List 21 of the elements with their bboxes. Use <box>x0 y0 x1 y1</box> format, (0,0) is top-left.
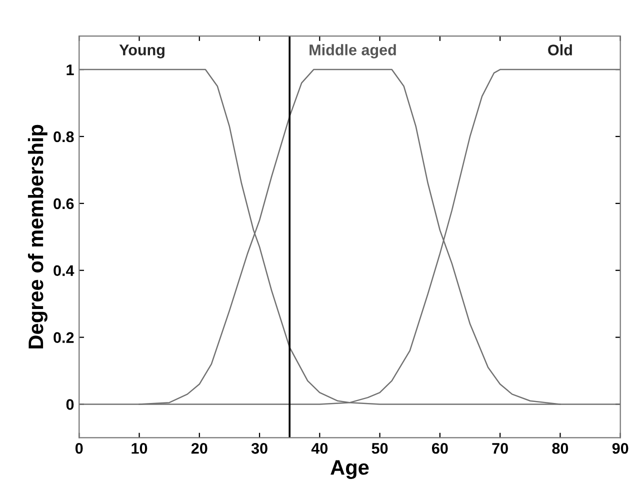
x-tick-label: 0 <box>75 442 83 454</box>
y-tick-label: 0.6 <box>54 198 74 210</box>
x-tick-label: 80 <box>552 442 568 454</box>
x-tick-label: 40 <box>311 442 328 454</box>
x-axis-title: Age <box>330 460 369 480</box>
x-tick-label: 20 <box>191 442 208 454</box>
y-axis-title: Degree of membership <box>28 124 48 348</box>
x-tick-label: 30 <box>251 442 268 454</box>
y-tick-label: 0.2 <box>54 332 74 343</box>
x-tick-label: 60 <box>432 442 448 454</box>
x-tick-label: 90 <box>612 442 628 454</box>
y-tick-label: 0.8 <box>54 131 74 142</box>
series-label: Middle aged <box>310 44 396 58</box>
y-tick-label: 0 <box>66 399 74 410</box>
x-tick-label: 50 <box>372 442 388 454</box>
x-tick-label: 70 <box>492 442 508 454</box>
x-tick-label: 10 <box>132 442 148 454</box>
series-label: Young <box>119 44 164 58</box>
series-label: Old <box>548 44 572 56</box>
y-tick-label: 1 <box>66 64 74 76</box>
y-tick-label: 0.4 <box>54 265 74 276</box>
